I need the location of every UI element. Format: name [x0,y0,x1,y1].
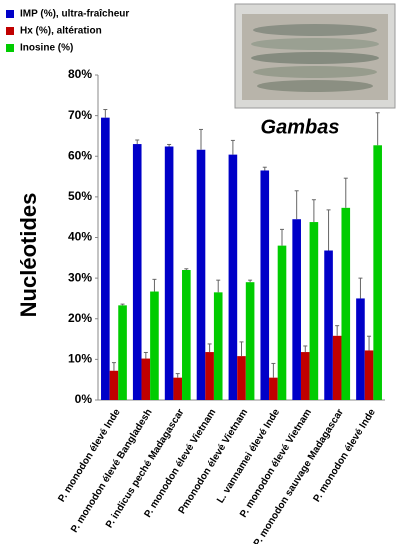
y-axis-label: Nucléotides [16,193,41,318]
legend-label: IMP (%), ultra-fraîcheur [20,9,129,20]
bar [213,292,223,400]
bar [260,170,270,400]
bar [300,352,310,400]
bar [332,335,342,400]
bar [196,149,206,400]
y-tick-label: 0% [75,392,93,406]
bar [109,370,119,400]
y-tick-label: 60% [68,148,92,162]
y-tick-label: 50% [68,189,92,203]
bar [173,377,183,400]
bar [277,245,287,400]
bar [292,219,301,400]
bar [150,291,159,400]
x-tick-label: P. monodon élevé Inde [56,407,123,504]
y-tick-label: 40% [68,230,92,244]
y-tick-label: 10% [68,352,92,366]
x-tick-label: L. vannamei élevé Inde [215,407,282,506]
bar [141,358,151,400]
bar [341,207,351,400]
bar [101,117,110,400]
bar [373,145,382,400]
photo [234,3,396,109]
bar [132,144,142,400]
bar [205,352,214,400]
x-tick-label: P. monodon élevé Inde [311,407,378,504]
bar [269,377,278,400]
bar [237,356,246,400]
legend-label: Inosine (%) [20,43,73,54]
y-tick-label: 70% [68,108,92,122]
bar [245,282,255,400]
y-tick-label: 80% [68,67,92,81]
bar [118,305,127,400]
bar [164,146,174,400]
bar [182,270,191,400]
legend-label: Hx (%), altération [20,26,102,37]
bar [324,250,333,400]
y-tick-label: 30% [68,270,92,284]
legend-swatch [6,10,14,18]
bar [356,298,365,400]
y-tick-label: 20% [68,311,92,325]
bar [228,154,238,400]
legend-swatch [6,44,14,52]
legend-swatch [6,27,14,35]
bar [364,350,374,400]
bar [309,222,319,400]
annotation: Gambas [261,116,340,138]
